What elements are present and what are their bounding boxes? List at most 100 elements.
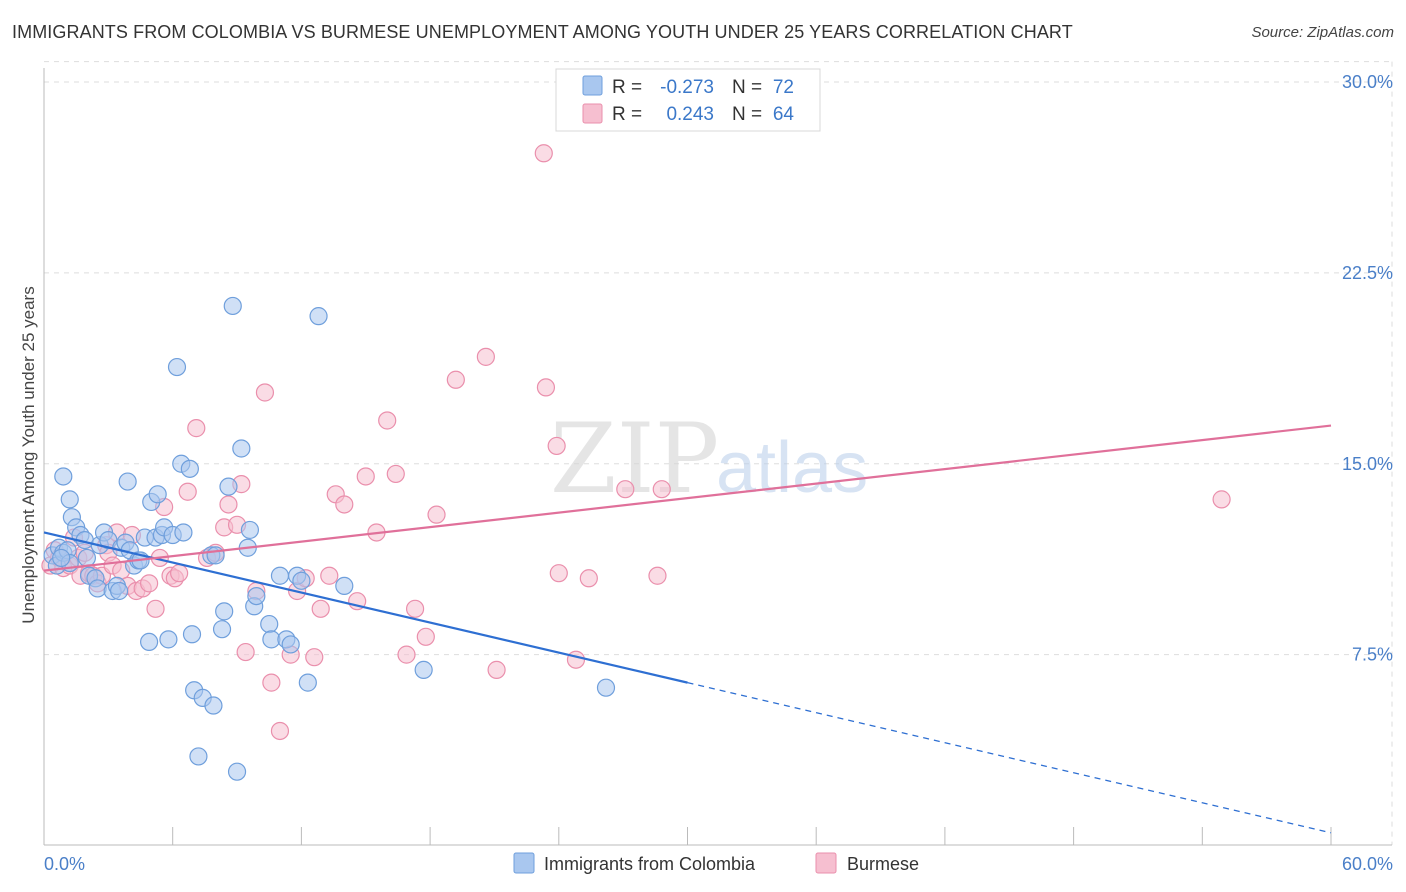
colombia-point: [54, 467, 73, 486]
y-tick-label: 15.0%: [1342, 454, 1393, 474]
burmese-point: [146, 599, 165, 618]
burmese-point: [356, 467, 375, 486]
colombia-point: [118, 472, 137, 491]
burmese-point: [335, 495, 354, 514]
y-tick-label: 22.5%: [1342, 263, 1393, 283]
colombia-point: [140, 632, 159, 652]
colombia-point: [212, 620, 232, 639]
colombia-point: [414, 660, 433, 679]
burmese-point: [311, 599, 330, 618]
burmese-point: [270, 721, 290, 741]
burmese-trend-line: [43, 424, 1332, 572]
legend-swatch-blue: [582, 75, 603, 96]
burmese-point: [140, 574, 159, 593]
burmese-point: [178, 482, 197, 501]
colombia-point: [298, 673, 317, 692]
burmese-point: [446, 370, 465, 389]
burmese-point: [579, 569, 598, 588]
x-tick-label: 60.0%: [1342, 854, 1393, 874]
burmese-point: [236, 642, 255, 662]
chart-source: Source: ZipAtlas.com: [1251, 24, 1394, 41]
colombia-point: [270, 566, 290, 585]
colombia-point: [292, 571, 311, 590]
burmese-point: [219, 495, 238, 514]
legend-n-value-pink: 64: [773, 104, 795, 125]
bottom-legend-label-colombia: Immigrants from Colombia: [544, 854, 756, 874]
colombia-point: [260, 614, 279, 634]
burmese-point: [255, 383, 275, 402]
grid-layer: [44, 61, 1393, 845]
burmese-point: [476, 347, 495, 366]
burmese-point: [534, 144, 553, 163]
watermark-atlas: atlas: [716, 428, 868, 508]
legend-n-value-blue: 72: [773, 77, 794, 98]
y-tick-label: 7.5%: [1352, 645, 1393, 665]
colombia-point: [206, 546, 225, 565]
colombia-point: [219, 477, 238, 496]
legend-r-value-blue: -0.273: [660, 77, 714, 98]
bottom-legend-label-burmese: Burmese: [847, 854, 919, 874]
legend-box: R = -0.273 N = 72 R = 0.243 N = 64: [555, 68, 821, 132]
bottom-legend-swatch-colombia: [513, 852, 535, 874]
y-axis-label: Unemployment Among Youth under 25 years: [19, 286, 38, 623]
colombia-point: [159, 630, 178, 649]
chart-title: IMMIGRANTS FROM COLOMBIA VS BURMESE UNEM…: [12, 22, 1073, 42]
burmese-point: [648, 566, 667, 585]
colombia-point: [309, 307, 328, 326]
colombia-point: [77, 548, 97, 568]
colombia-point: [180, 459, 199, 478]
burmese-point: [652, 480, 671, 499]
colombia-point: [204, 696, 223, 715]
colombia-point: [88, 579, 107, 598]
colombia-point: [232, 439, 251, 458]
colombia-point: [215, 602, 234, 621]
bottom-legend: Immigrants from Colombia Burmese: [513, 852, 919, 874]
colombia-point: [240, 520, 260, 540]
burmese-point: [616, 480, 635, 499]
colombia-point: [281, 635, 300, 654]
colombia-point: [148, 485, 167, 504]
colombia-point: [174, 523, 193, 542]
burmese-point: [405, 599, 425, 618]
colombia-point: [223, 296, 242, 316]
colombia-point: [52, 548, 71, 568]
colombia-point: [596, 678, 616, 697]
colombia-point: [247, 586, 266, 606]
legend-swatch-pink: [582, 103, 603, 124]
colombia-point: [167, 357, 187, 377]
colombia-point: [189, 747, 208, 766]
axes-layer: [43, 68, 1392, 846]
colombia-point: [109, 581, 129, 601]
legend-n-label-blue: N =: [732, 77, 762, 98]
burmese-point: [1212, 490, 1231, 509]
burmese-point: [427, 505, 446, 524]
burmese-point: [378, 411, 397, 430]
colombia-points: [43, 296, 616, 781]
legend-n-label-pink: N =: [732, 104, 762, 125]
watermark: ZIP atlas: [550, 403, 868, 515]
colombia-trend-extension: [687, 681, 1332, 834]
burmese-point: [187, 419, 206, 438]
colombia-point: [60, 490, 79, 509]
y-tick-label: 30.0%: [1342, 72, 1393, 92]
burmese-point: [487, 660, 506, 679]
legend-r-value-pink: 0.243: [666, 104, 714, 125]
burmese-point: [397, 645, 416, 664]
bottom-legend-swatch-burmese: [815, 852, 837, 874]
burmese-point: [549, 564, 568, 583]
colombia-point: [335, 576, 354, 596]
watermark-zip: ZIP: [550, 403, 719, 515]
colombia-point: [182, 625, 202, 644]
trend-layer: [43, 424, 1332, 834]
burmese-point: [170, 564, 189, 583]
tick-labels: 7.5% 15.0% 22.5% 30.0% 0.0% 60.0%: [44, 72, 1393, 874]
x-tick-label: 0.0%: [44, 854, 85, 874]
burmese-point: [566, 650, 586, 669]
legend-r-label-pink: R =: [612, 104, 642, 125]
burmese-point: [547, 436, 566, 456]
colombia-point: [227, 762, 247, 781]
burmese-point: [416, 627, 435, 646]
legend-r-label-blue: R =: [612, 77, 642, 98]
burmese-point: [536, 378, 556, 397]
burmese-point: [320, 566, 339, 585]
